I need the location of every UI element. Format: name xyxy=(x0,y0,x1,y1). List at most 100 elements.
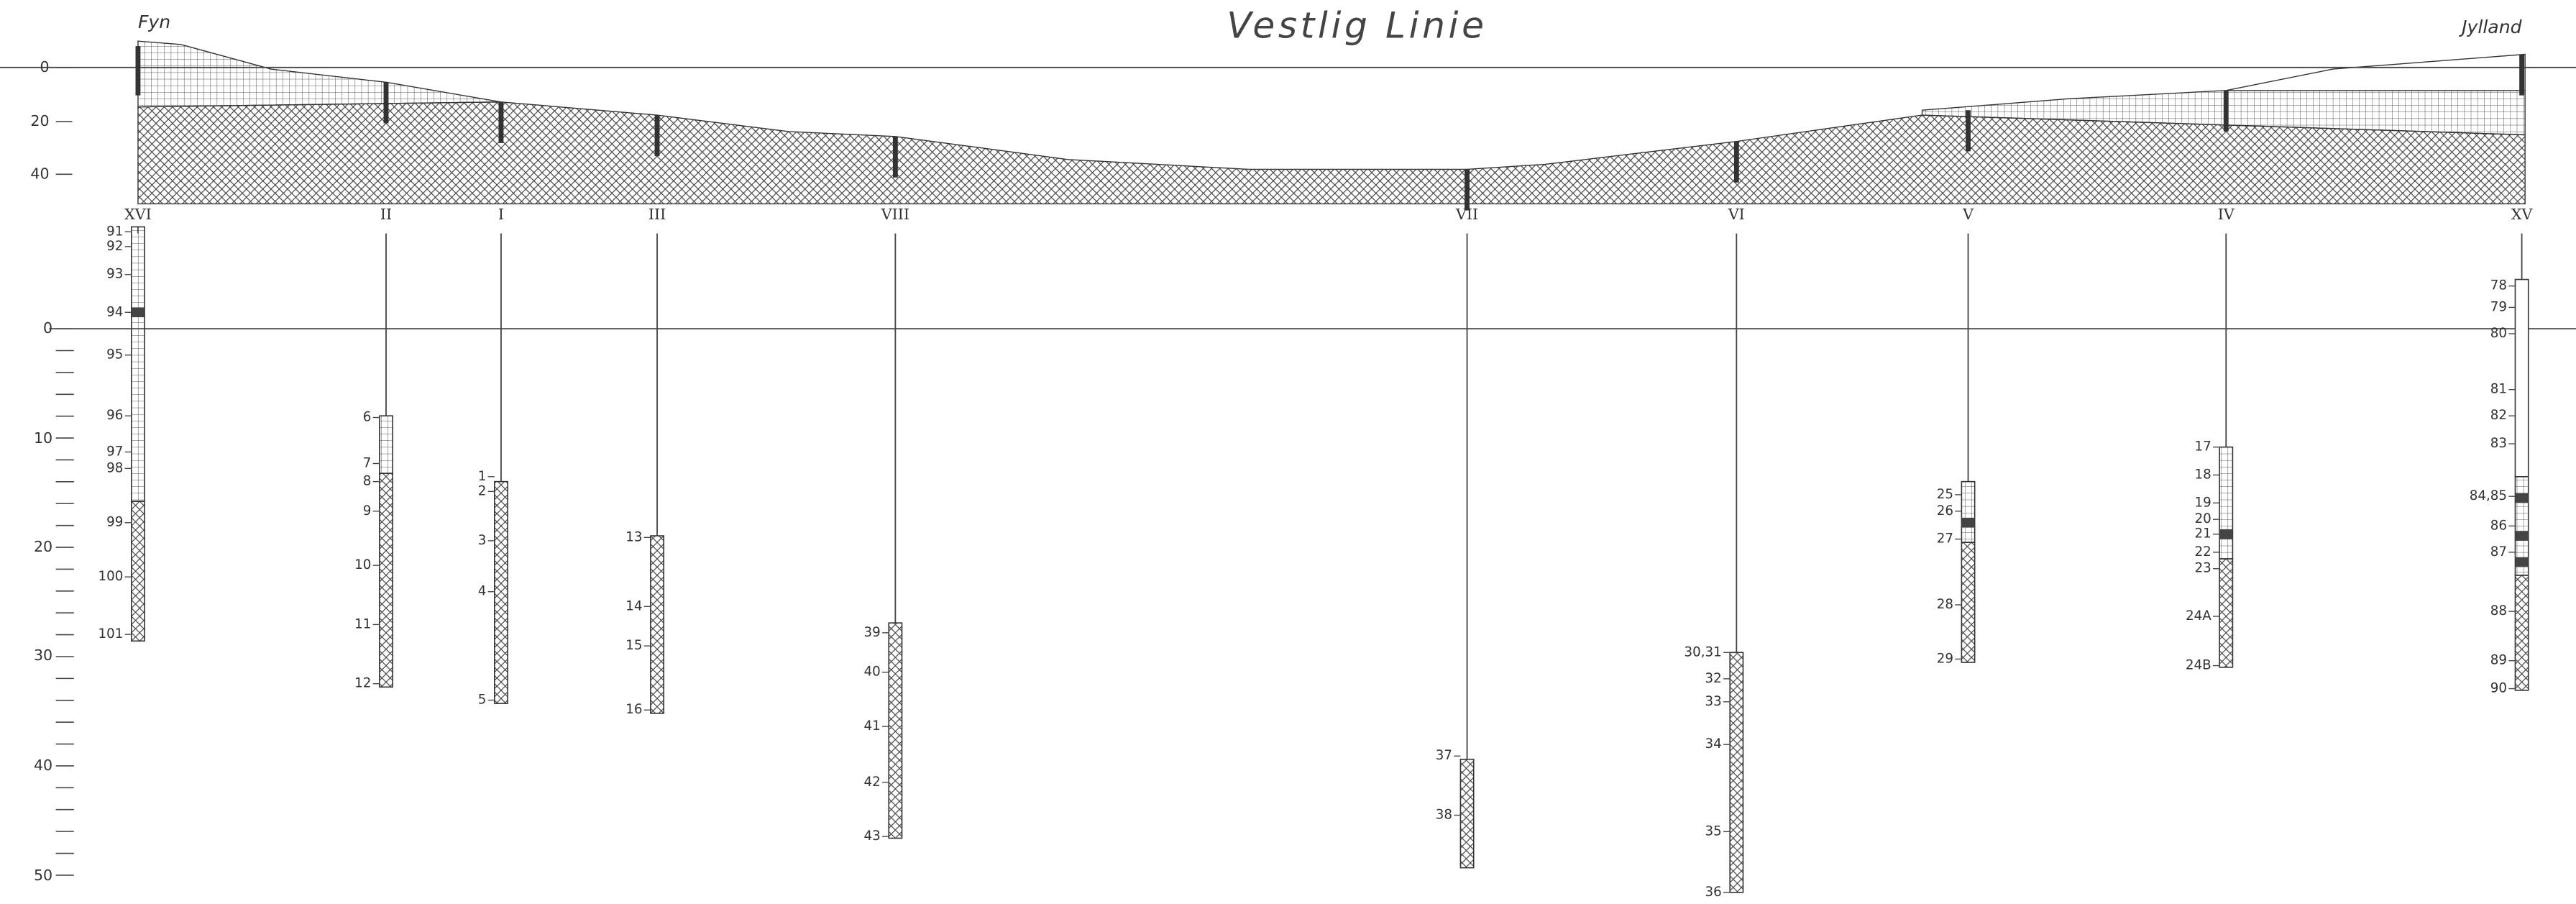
sample-label: 33 xyxy=(1705,694,1722,709)
core-dark xyxy=(1961,518,1974,528)
borehole-name: III xyxy=(648,206,666,223)
sample-label: 1 xyxy=(478,469,487,484)
depth-axis-label: 30 xyxy=(34,647,52,664)
sample-label: 2 xyxy=(478,483,487,498)
core-segment xyxy=(2219,447,2232,559)
borehole-name: XVI xyxy=(124,206,152,223)
sample-label: 37 xyxy=(1436,748,1452,763)
sample-label: 25 xyxy=(1937,487,1953,502)
core-segment xyxy=(1961,542,1974,662)
sample-label: 26 xyxy=(1937,503,1953,519)
borehole-name: IV xyxy=(2218,206,2235,223)
sample-label: 81 xyxy=(2490,382,2507,397)
sample-label: 91 xyxy=(106,224,123,239)
core-dark xyxy=(2515,557,2528,567)
sample-label: 17 xyxy=(2194,439,2211,455)
borehole-name: II xyxy=(380,206,392,223)
sample-label: 4 xyxy=(478,584,487,599)
sample-label: 13 xyxy=(625,529,642,544)
sample-label: 10 xyxy=(354,557,371,572)
sample-label: 9 xyxy=(363,503,372,519)
core-segment xyxy=(889,623,902,838)
sample-label: 84,85 xyxy=(2470,488,2507,503)
sample-label: 87 xyxy=(2490,544,2507,560)
core-segment xyxy=(380,473,393,687)
sample-label: 38 xyxy=(1436,808,1452,823)
core-dark xyxy=(2515,531,2528,541)
core-segment xyxy=(651,536,664,713)
sample-label: 80 xyxy=(2490,326,2507,341)
core-segment xyxy=(2219,559,2232,667)
sample-label: 14 xyxy=(625,598,642,613)
sample-label: 98 xyxy=(106,460,123,475)
upper-layer-left xyxy=(138,41,501,106)
profile-axis-label: 0 xyxy=(40,58,49,76)
sample-label: 20 xyxy=(2194,511,2211,526)
title: Vestlig Linie xyxy=(1227,4,1487,46)
core-dark xyxy=(132,307,145,317)
sample-label: 89 xyxy=(2490,653,2507,668)
sample-label: 8 xyxy=(363,474,372,489)
sample-label: 35 xyxy=(1705,823,1722,839)
sample-label: 92 xyxy=(106,239,123,254)
sample-label: 28 xyxy=(1937,597,1953,612)
core-segment xyxy=(2515,280,2528,477)
depth-axis-label: 10 xyxy=(34,429,52,447)
depth-axis-label: 20 xyxy=(34,538,52,555)
core-segment xyxy=(1730,652,1743,892)
sample-label: 29 xyxy=(1937,651,1953,666)
depth-axis-label: 50 xyxy=(34,867,52,884)
sample-label: 36 xyxy=(1705,885,1722,900)
sample-label: 99 xyxy=(106,515,123,530)
core-segment xyxy=(132,227,145,501)
sample-label: 97 xyxy=(106,444,123,460)
sample-label: 94 xyxy=(106,304,123,319)
sample-label: 24B xyxy=(2186,658,2211,673)
sample-label: 93 xyxy=(106,267,123,282)
depth-axis-label: 0 xyxy=(43,319,52,337)
sample-label: 7 xyxy=(363,455,372,470)
borehole-name: VI xyxy=(1728,206,1745,223)
borehole-name: I xyxy=(498,206,504,223)
sample-label: 90 xyxy=(2490,681,2507,696)
sample-label: 19 xyxy=(2194,495,2211,510)
core-segment xyxy=(495,482,508,703)
core-segment xyxy=(380,416,393,473)
sample-label: 11 xyxy=(354,616,371,631)
core-dark xyxy=(2515,493,2528,503)
borehole-name: VIII xyxy=(881,206,909,223)
core-segment xyxy=(132,501,145,641)
profile-axis-label: 20 xyxy=(30,112,49,129)
sample-label: 32 xyxy=(1705,671,1722,686)
depth-axis-label: 40 xyxy=(34,757,52,774)
sample-label: 41 xyxy=(864,718,881,734)
page: {"title": "Vestlig Linie", "places": {"l… xyxy=(0,0,2576,904)
sample-label: 23 xyxy=(2194,561,2211,576)
sample-label: 21 xyxy=(2194,526,2211,542)
sample-label: 78 xyxy=(2490,278,2507,293)
borehole-name: V xyxy=(1962,206,1974,223)
sample-label: 43 xyxy=(864,828,881,844)
sample-label: 96 xyxy=(106,408,123,423)
sample-label: 82 xyxy=(2490,408,2507,423)
sample-label: 30,31 xyxy=(1684,644,1721,659)
sample-label: 101 xyxy=(98,626,124,642)
sample-label: 5 xyxy=(478,693,487,708)
sample-label: 22 xyxy=(2194,544,2211,560)
borehole-name: XV xyxy=(2511,206,2534,223)
sample-label: 42 xyxy=(864,775,881,790)
core-segment xyxy=(1460,759,1473,868)
borehole-name: VII xyxy=(1455,206,1478,223)
sample-label: 16 xyxy=(625,702,642,717)
sample-label: 100 xyxy=(98,569,124,584)
top-layer-right xyxy=(2226,55,2525,91)
sample-label: 27 xyxy=(1937,531,1953,547)
place-left: Fyn xyxy=(138,12,170,32)
sample-label: 39 xyxy=(864,625,881,640)
sample-label: 15 xyxy=(625,638,642,653)
sample-label: 83 xyxy=(2490,436,2507,451)
sample-label: 6 xyxy=(363,410,372,425)
sample-label: 40 xyxy=(864,665,881,680)
profile-axis-label: 40 xyxy=(30,165,49,182)
sample-label: 79 xyxy=(2490,299,2507,314)
